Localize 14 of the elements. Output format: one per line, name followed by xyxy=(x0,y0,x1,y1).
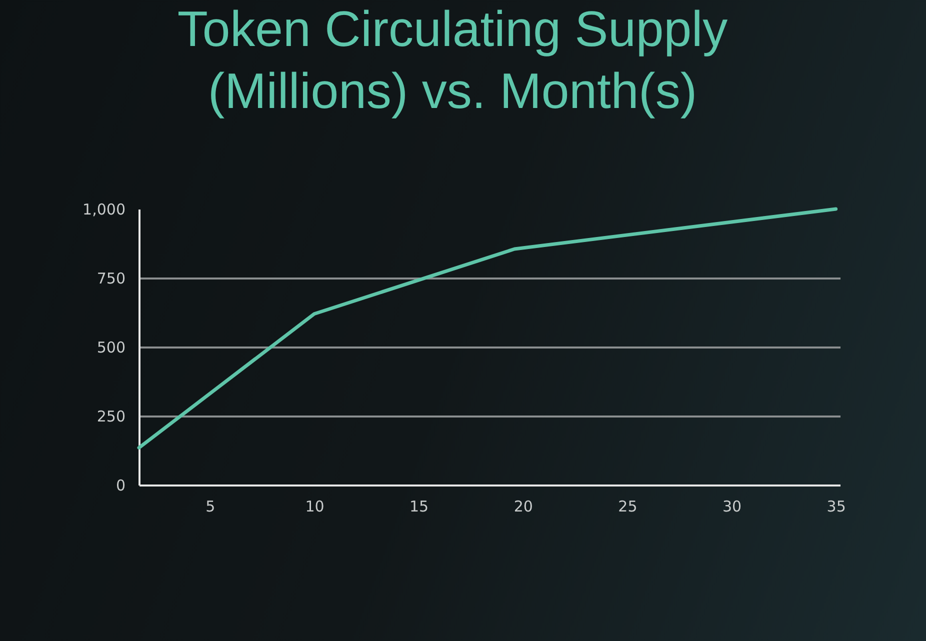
x-tick-label: 25 xyxy=(618,498,638,516)
y-tick-label: 250 xyxy=(96,408,126,426)
y-tick-label: 750 xyxy=(96,270,126,288)
y-tick-label: 0 xyxy=(116,476,126,494)
x-tick-label: 5 xyxy=(206,498,216,516)
x-tick-label: 10 xyxy=(305,498,324,516)
y-tick-label: 500 xyxy=(96,338,126,356)
x-tick-label: 20 xyxy=(514,498,533,516)
chart-title: Token Circulating Supply (Millions) vs. Month(s) xyxy=(177,1,728,119)
y-tick-label: 1,000 xyxy=(82,200,126,218)
line-series xyxy=(137,207,838,450)
x-tick-label: 35 xyxy=(826,498,846,516)
x-tick-label: 30 xyxy=(722,498,742,516)
x-tick-label: 15 xyxy=(410,498,429,516)
